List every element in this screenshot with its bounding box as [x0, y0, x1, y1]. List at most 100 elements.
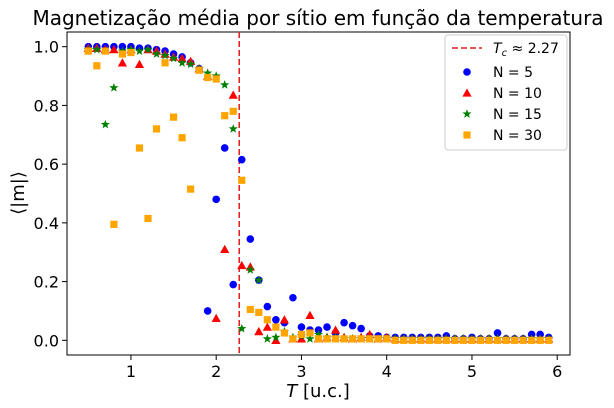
- data-point: [340, 335, 348, 343]
- data-point: [101, 47, 109, 55]
- data-point: [391, 336, 399, 344]
- data-point: [178, 134, 186, 142]
- data-point: [220, 244, 230, 253]
- data-point: [203, 68, 213, 77]
- data-point: [476, 336, 485, 344]
- data-point: [545, 336, 553, 344]
- data-point: [262, 322, 272, 331]
- data-point: [93, 62, 101, 70]
- data-point: [272, 323, 280, 331]
- data-point: [340, 318, 348, 327]
- data-point: [212, 75, 220, 83]
- legend-marker: [462, 88, 472, 97]
- legend-label: N = 10: [493, 86, 542, 102]
- data-point: [348, 321, 357, 330]
- data-point: [262, 334, 272, 343]
- data-point: [305, 310, 315, 320]
- data-point: [237, 323, 247, 333]
- data-point: [297, 330, 306, 339]
- data-point: [323, 323, 331, 331]
- x-tick-label: 4: [382, 362, 392, 381]
- data-point: [212, 195, 220, 204]
- x-axis-title: T [u.c.]: [286, 381, 350, 402]
- x-tick-label: 1: [126, 362, 136, 381]
- legend-box: [444, 34, 568, 151]
- data-point: [289, 293, 297, 302]
- legend-marker: [463, 131, 471, 139]
- series-4: [84, 47, 553, 344]
- data-point: [528, 336, 536, 344]
- data-point: [263, 316, 271, 324]
- data-point: [306, 329, 314, 337]
- data-point: [536, 336, 544, 344]
- x-tick-label: 2: [211, 362, 221, 381]
- data-point: [383, 335, 391, 343]
- data-point: [220, 144, 229, 152]
- y-tick-label: 0.6: [34, 155, 59, 174]
- data-point: [117, 58, 128, 67]
- data-point: [279, 315, 289, 324]
- data-point: [100, 119, 110, 129]
- data-point: [374, 335, 382, 343]
- data-point: [425, 336, 433, 344]
- x-tick-label: 3: [296, 362, 306, 381]
- x-tick-label: 6: [552, 362, 562, 381]
- data-point: [92, 44, 102, 54]
- data-point: [221, 112, 229, 120]
- data-point: [510, 336, 519, 344]
- data-point: [417, 336, 425, 344]
- data-point: [254, 275, 264, 285]
- data-point: [442, 336, 450, 344]
- data-point: [331, 335, 340, 343]
- data-point: [134, 59, 145, 68]
- legend-label: N = 15: [493, 107, 542, 123]
- data-point: [459, 336, 468, 344]
- legend-tc-label: Tc ≈ 2.27: [493, 41, 559, 59]
- data-point: [211, 313, 221, 322]
- x-axis: 1 2 3 4 5 6: [126, 355, 562, 381]
- data-point: [127, 48, 135, 57]
- legend-marker: [462, 109, 472, 118]
- data-point: [245, 265, 255, 274]
- data-point: [434, 336, 442, 344]
- data-point: [228, 124, 238, 133]
- data-point: [314, 335, 323, 343]
- data-point: [229, 280, 238, 289]
- data-point: [271, 335, 281, 344]
- y-tick-label: 1.0: [34, 38, 59, 57]
- y-tick-label: 0.0: [34, 331, 59, 350]
- legend: Tc ≈ 2.27 N = 5 N = 10 N = 15 N = 30: [444, 34, 568, 151]
- data-point: [84, 47, 92, 55]
- data-points: [83, 42, 554, 344]
- data-point: [186, 59, 196, 69]
- data-point: [204, 73, 212, 82]
- data-point: [187, 185, 195, 193]
- legend-label: N = 5: [493, 65, 533, 81]
- data-point: [408, 336, 416, 344]
- data-point: [366, 335, 374, 343]
- data-point: [493, 336, 502, 344]
- x-tick-label: 5: [467, 362, 477, 381]
- data-point: [313, 329, 324, 339]
- data-point: [246, 235, 255, 243]
- data-point: [220, 80, 230, 89]
- data-point: [109, 45, 119, 54]
- data-point: [110, 220, 118, 228]
- data-point: [118, 50, 127, 58]
- data-point: [485, 336, 493, 344]
- y-axis-title: ⟨|m|⟩: [8, 171, 29, 215]
- data-point: [305, 334, 315, 343]
- data-point: [246, 305, 254, 314]
- data-point: [237, 260, 247, 270]
- data-point: [330, 325, 341, 334]
- data-point: [400, 336, 408, 344]
- data-point: [237, 155, 246, 164]
- data-point: [272, 315, 280, 324]
- data-point: [169, 53, 179, 63]
- data-point: [134, 46, 145, 55]
- y-tick-label: 0.8: [34, 96, 59, 115]
- data-point: [357, 324, 365, 333]
- data-point: [109, 82, 119, 92]
- data-point: [169, 113, 178, 121]
